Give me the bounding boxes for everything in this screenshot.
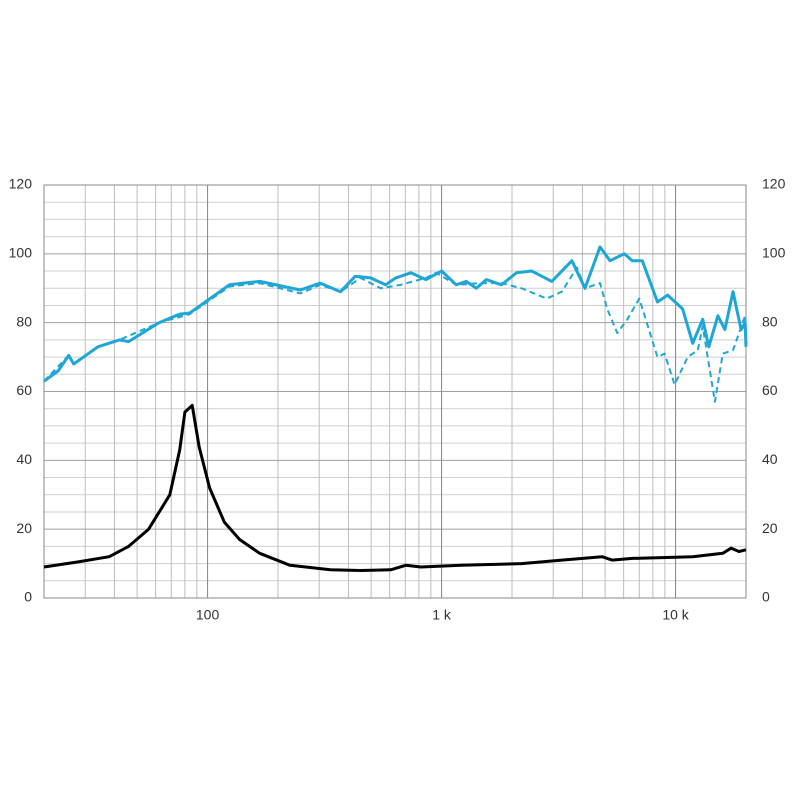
series-line [43, 245, 748, 383]
y-tick-label: 80 [16, 313, 32, 329]
y2-tick-label: 20 [762, 520, 778, 536]
x-tick-label: 1 k [432, 607, 452, 623]
y2-tick-label: 60 [762, 382, 778, 398]
series-line [43, 403, 747, 572]
y2-tick-label: 80 [762, 313, 778, 329]
y-tick-label: 60 [16, 382, 32, 398]
y2-tick-label: 0 [762, 589, 770, 605]
x-tick-label: 100 [196, 607, 220, 623]
series-line [43, 266, 747, 403]
y2-tick-label: 100 [762, 245, 786, 261]
x-tick-label: 10 k [662, 607, 689, 623]
y-tick-label: 0 [24, 589, 32, 605]
y2-tick-label: 40 [762, 451, 778, 467]
plot-frame [43, 184, 747, 599]
y-tick-label: 20 [16, 520, 32, 536]
y-tick-label: 120 [9, 176, 33, 192]
y-tick-label: 40 [16, 451, 32, 467]
y-tick-label: 100 [9, 245, 33, 261]
y2-tick-label: 120 [762, 176, 786, 192]
